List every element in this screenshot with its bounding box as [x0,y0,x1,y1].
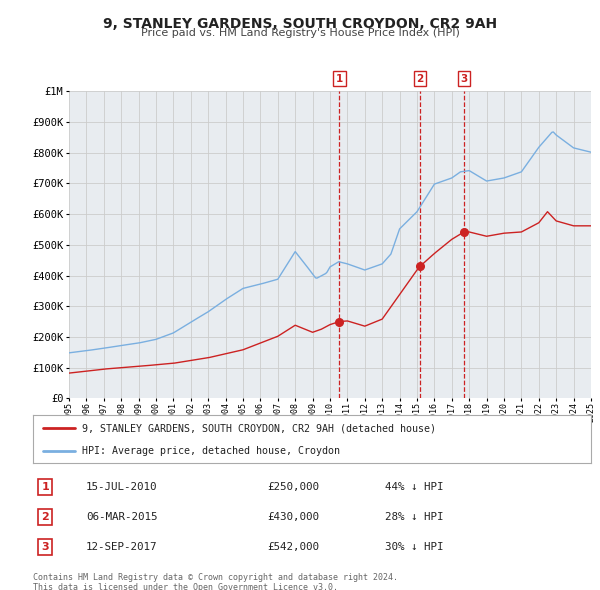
Text: 12-SEP-2017: 12-SEP-2017 [86,542,158,552]
Text: 3: 3 [41,542,49,552]
Text: 30% ↓ HPI: 30% ↓ HPI [385,542,443,552]
Text: £250,000: £250,000 [268,482,319,492]
Text: £542,000: £542,000 [268,542,319,552]
Text: 9, STANLEY GARDENS, SOUTH CROYDON, CR2 9AH: 9, STANLEY GARDENS, SOUTH CROYDON, CR2 9… [103,17,497,31]
Text: 1: 1 [336,74,343,84]
Text: Contains HM Land Registry data © Crown copyright and database right 2024.: Contains HM Land Registry data © Crown c… [33,573,398,582]
Text: 06-MAR-2015: 06-MAR-2015 [86,512,158,522]
Text: This data is licensed under the Open Government Licence v3.0.: This data is licensed under the Open Gov… [33,583,338,590]
Text: £430,000: £430,000 [268,512,319,522]
Text: 9, STANLEY GARDENS, SOUTH CROYDON, CR2 9AH (detached house): 9, STANLEY GARDENS, SOUTH CROYDON, CR2 9… [82,423,436,433]
Text: Price paid vs. HM Land Registry's House Price Index (HPI): Price paid vs. HM Land Registry's House … [140,28,460,38]
Text: 44% ↓ HPI: 44% ↓ HPI [385,482,443,492]
Text: HPI: Average price, detached house, Croydon: HPI: Average price, detached house, Croy… [82,445,340,455]
Text: 15-JUL-2010: 15-JUL-2010 [86,482,158,492]
Text: 2: 2 [416,74,424,84]
Text: 3: 3 [460,74,467,84]
Text: 2: 2 [41,512,49,522]
Text: 1: 1 [41,482,49,492]
Text: 28% ↓ HPI: 28% ↓ HPI [385,512,443,522]
